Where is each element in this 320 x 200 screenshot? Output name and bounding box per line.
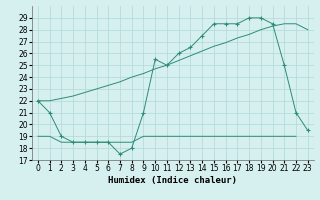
X-axis label: Humidex (Indice chaleur): Humidex (Indice chaleur)	[108, 176, 237, 185]
